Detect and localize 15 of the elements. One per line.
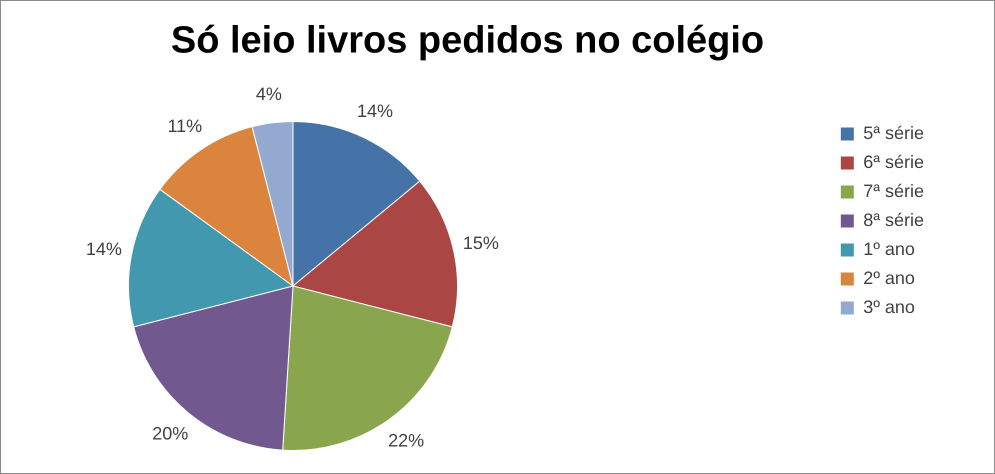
legend-label: 7ª série	[863, 180, 924, 201]
data-label: 22%	[388, 430, 424, 451]
legend-label: 1º ano	[863, 238, 915, 259]
legend-label: 6ª série	[863, 152, 924, 172]
data-label: 15%	[462, 232, 499, 253]
data-label: 11%	[167, 116, 202, 136]
data-label: 14%	[86, 238, 122, 259]
legend-label: 8ª série	[863, 210, 924, 230]
legend-label: 5ª série	[863, 122, 924, 143]
data-label: 14%	[356, 100, 393, 121]
data-label: 4%	[256, 84, 282, 104]
legend-label: 3º ano	[863, 296, 915, 317]
legend-label: 2º ano	[863, 268, 915, 288]
data-label: 20%	[152, 423, 188, 444]
chart-title: Só leio livros pedidos no colégio	[170, 19, 764, 62]
